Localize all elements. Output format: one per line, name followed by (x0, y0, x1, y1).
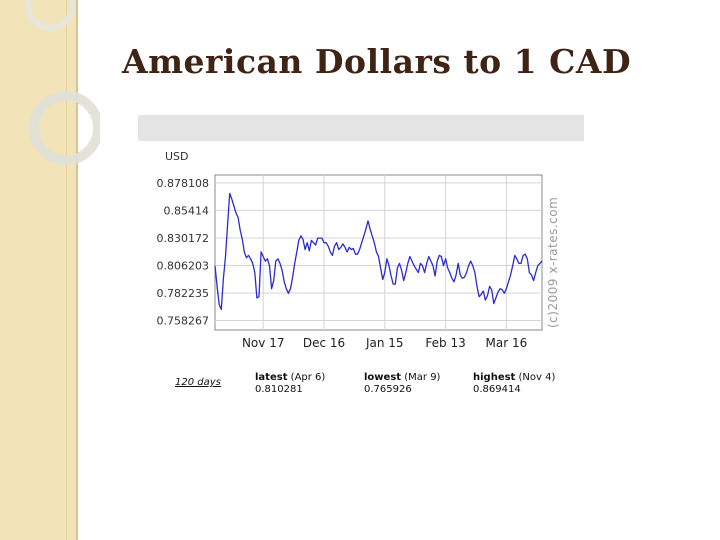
y-tick-label: 0.806203 (157, 259, 210, 272)
lowest-date: (Mar 9) (404, 372, 441, 383)
ring-small (25, 0, 75, 31)
sidebar-divider (66, 0, 67, 540)
x-tick-label: Dec 16 (303, 336, 345, 350)
lowest-stat: lowest (Mar 9) 0.765926 (364, 372, 440, 396)
lowest-value: 0.765926 (364, 384, 412, 395)
y-tick-label: 0.878108 (157, 177, 210, 190)
lowest-label: lowest (364, 372, 402, 383)
x-tick-label: Nov 17 (242, 336, 285, 350)
latest-stat: latest (Apr 6) 0.810281 (255, 372, 325, 396)
y-tick-label: 0.830172 (157, 232, 210, 245)
latest-value: 0.810281 (255, 384, 303, 395)
exchange-rate-chart: 0.878108 0.85414 0.830172 0.806203 0.782235 0… (157, 150, 561, 350)
ring-large (29, 91, 100, 165)
sidebar-decoration (0, 0, 78, 540)
x-tick-label: Jan 15 (365, 336, 404, 350)
highest-date: (Nov 4) (518, 372, 556, 383)
decorative-rings (25, 0, 100, 165)
highest-stat: highest (Nov 4) 0.869414 (473, 372, 555, 396)
y-tick-label: 0.758267 (157, 315, 210, 328)
slide-title: American Dollars to 1 CAD (122, 42, 632, 81)
latest-date: (Apr 6) (290, 372, 326, 383)
y-tick-label: 0.85414 (164, 204, 210, 217)
y-tick-label: 0.782235 (157, 287, 210, 300)
chart-watermark: (c)2009 x-rates.com (546, 197, 560, 328)
x-tick-label: Feb 13 (425, 336, 465, 350)
latest-label: latest (255, 372, 288, 383)
y-axis-label: USD (165, 150, 189, 163)
chart-header-strip (138, 115, 584, 141)
highest-value: 0.869414 (473, 384, 521, 395)
highest-label: highest (473, 372, 516, 383)
series-line (214, 192, 543, 310)
x-tick-label: Mar 16 (485, 336, 527, 350)
plot-area (214, 174, 543, 331)
period-link[interactable]: 120 days (175, 377, 221, 388)
